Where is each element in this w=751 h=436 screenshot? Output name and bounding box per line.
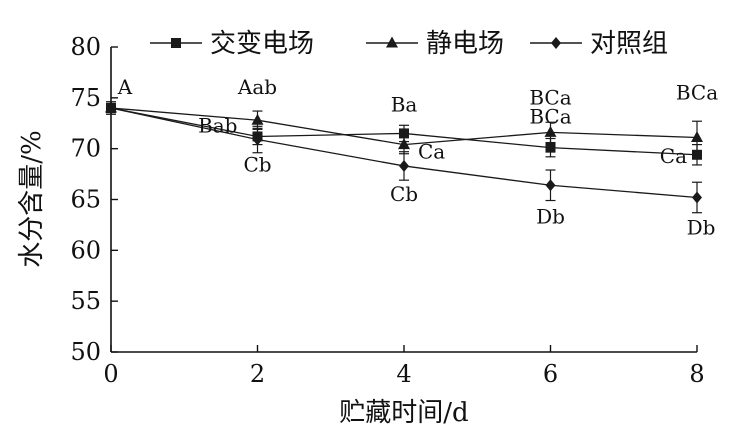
x-tick-label: 4 [396, 360, 411, 388]
x-tick-label: 6 [543, 360, 558, 388]
data-point [106, 102, 116, 114]
significance-label: Ca [660, 144, 687, 168]
y-tick-label: 70 [70, 135, 101, 163]
ticks: 50 55 60 65 70 75 80 0 2 4 6 8 [70, 33, 704, 388]
y-tick-label: 55 [70, 287, 101, 315]
legend-marker [551, 37, 561, 49]
legend-marker [386, 36, 398, 48]
significance-label: Db [536, 204, 565, 228]
data-point [251, 113, 264, 125]
y-tick-label: 75 [70, 84, 101, 112]
data-point [399, 128, 409, 139]
y-tick-label: 60 [70, 236, 101, 264]
y-axis-title: 水分含量/% [17, 130, 47, 267]
y-tick-label: 50 [70, 338, 101, 366]
data-point [545, 179, 556, 192]
significance-label: BCa [529, 105, 571, 129]
x-axis-title: 贮藏时间/d [339, 398, 468, 428]
legend-item-1: 交变电场 [150, 29, 314, 59]
x-tick-label: 8 [689, 360, 704, 388]
plot-area [105, 101, 703, 214]
data-point [692, 191, 702, 204]
y-tick-label: 80 [70, 33, 101, 61]
series-3 [106, 101, 702, 214]
data-point [544, 125, 557, 137]
data-point [252, 133, 263, 146]
data-point [692, 149, 702, 160]
legend-marker [171, 38, 181, 48]
legend-label: 静电场 [426, 29, 504, 59]
significance-label: Bab [198, 113, 237, 137]
data-point [691, 130, 703, 142]
significance-label: Ca [418, 140, 445, 164]
legend-item-2: 静电场 [366, 29, 504, 59]
significance-label: Cb [243, 153, 271, 177]
legend-label: 交变电场 [210, 29, 314, 59]
x-tick-label: 2 [250, 360, 265, 388]
significance-label: Ba [391, 92, 418, 116]
data-point [399, 159, 409, 172]
legend-label: 对照组 [590, 29, 668, 59]
x-tick-label: 0 [103, 360, 118, 388]
significance-label: A [117, 75, 133, 99]
data-point [398, 138, 410, 150]
significance-label: Aab [237, 75, 277, 99]
y-tick-label: 65 [70, 186, 101, 214]
significance-label: BCa [676, 80, 718, 104]
significance-label: BCa [529, 85, 571, 109]
legend: 交变电场 静电场 对照组 [150, 29, 668, 59]
data-point [545, 142, 556, 153]
significance-label: Db [687, 215, 716, 239]
significance-label: Cb [390, 182, 418, 206]
legend-item-3: 对照组 [530, 29, 668, 59]
